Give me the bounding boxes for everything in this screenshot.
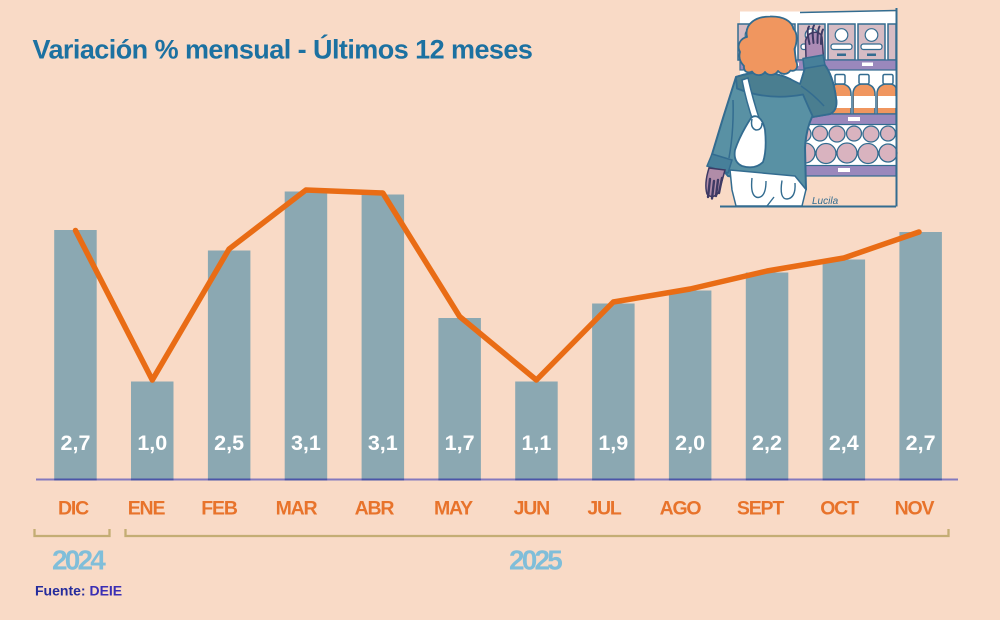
svg-text:2,7: 2,7 (906, 431, 936, 455)
svg-text:2,2: 2,2 (752, 431, 782, 455)
svg-text:Lucila: Lucila (812, 196, 839, 207)
svg-text:2,0: 2,0 (675, 431, 705, 455)
svg-text:FEB: FEB (201, 498, 238, 520)
svg-text:JUN: JUN (514, 498, 550, 520)
svg-text:2024: 2024 (52, 545, 106, 576)
svg-text:OCT: OCT (820, 498, 859, 520)
svg-text:1,1: 1,1 (521, 431, 551, 455)
svg-text:ABR: ABR (355, 498, 395, 520)
svg-text:2,4: 2,4 (829, 431, 859, 455)
svg-text:1,9: 1,9 (598, 431, 628, 455)
svg-text:3,1: 3,1 (291, 431, 321, 455)
svg-text:1,0: 1,0 (137, 431, 167, 455)
svg-text:NOV: NOV (895, 498, 935, 520)
svg-text:AGO: AGO (660, 498, 702, 520)
svg-text:Variación % mensual - Últimos: Variación % mensual - Últimos 12 meses (33, 34, 533, 65)
svg-text:1,7: 1,7 (445, 431, 475, 455)
svg-text:SEPT: SEPT (737, 498, 784, 520)
svg-text:DIC: DIC (58, 498, 89, 520)
svg-text:JUL: JUL (587, 498, 622, 520)
svg-text:2,7: 2,7 (61, 431, 91, 455)
svg-text:Fuente: DEIE: Fuente: DEIE (35, 583, 122, 599)
svg-text:2025: 2025 (509, 545, 562, 576)
svg-text:ENE: ENE (128, 498, 166, 520)
svg-text:3,1: 3,1 (368, 431, 398, 455)
svg-text:MAY: MAY (434, 498, 473, 520)
svg-text:2,5: 2,5 (214, 431, 244, 455)
svg-text:MAR: MAR (276, 498, 318, 520)
